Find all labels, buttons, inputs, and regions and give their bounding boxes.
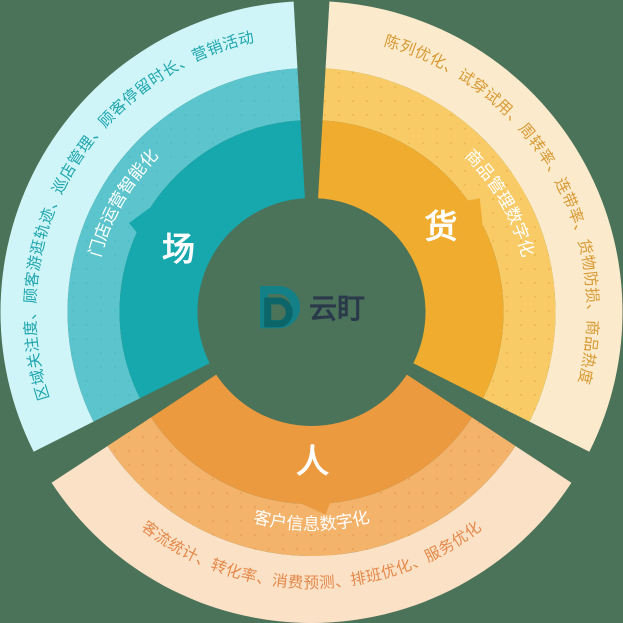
svg-text:人: 人 bbox=[296, 443, 329, 480]
svg-text:场: 场 bbox=[162, 231, 195, 268]
svg-text:云盯: 云盯 bbox=[309, 293, 365, 324]
svg-text:货: 货 bbox=[425, 208, 458, 245]
